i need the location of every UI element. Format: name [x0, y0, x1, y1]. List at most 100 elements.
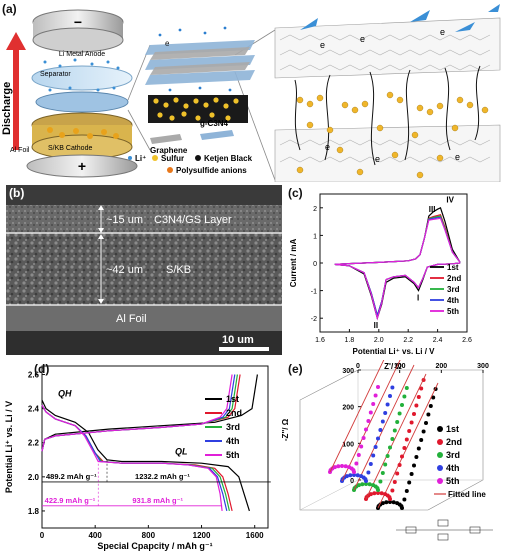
panel-c-label: (c) — [288, 186, 303, 200]
eis-fit-line-5 — [329, 346, 391, 473]
gcd-series-5-discharge — [41, 404, 223, 511]
eis-fit-line-1 — [377, 382, 439, 509]
cv-peak-II: II — [374, 321, 378, 330]
eis-tail-4-5 — [376, 436, 380, 441]
cv-legend-label-5: 5th — [447, 307, 459, 316]
panel-b: ~15 um C3N4/GS Layer ~42 um S/KB Al Foil… — [6, 185, 282, 355]
eis-xtick-label-0: 0 — [356, 363, 360, 370]
eis-series-3 — [352, 386, 409, 492]
al-foil-label: Al Foil — [10, 147, 30, 154]
electron-1: e — [320, 40, 325, 50]
eis-tail-1-8 — [419, 438, 424, 442]
eis-tail-5-2 — [356, 453, 361, 457]
eis-tail-1-12 — [428, 404, 433, 408]
eis-circuit-w — [469, 526, 481, 534]
eis-point-5-5 — [340, 464, 344, 468]
eis-point-5-4 — [336, 464, 341, 469]
cv-xlabel: Potential Li⁺ vs. Li / V — [352, 347, 435, 356]
gcd-qh-label: QH — [58, 389, 72, 399]
middle-zoom-graphic: e — [145, 26, 255, 123]
gcd-xlabel: Special Cpapcity / mAh g⁻¹ — [97, 541, 212, 551]
eis-series-1 — [376, 387, 438, 510]
eis-tail-3-5 — [388, 445, 392, 450]
eis-point-5-6 — [343, 464, 348, 469]
cv-ytick-label-0: -2 — [311, 316, 317, 323]
eis-tail-1-4 — [409, 472, 414, 476]
eis-tail-3-12 — [404, 386, 409, 390]
eis-legend-swatch-2 — [437, 439, 443, 445]
eis-point-2-3 — [368, 492, 373, 497]
eis-tail-5-4 — [361, 436, 366, 440]
cv-legend-label-3: 3rd — [447, 285, 460, 294]
scale-bar-label: 10 um — [222, 334, 254, 346]
cv-peak-III: III — [429, 205, 436, 214]
cv-ylabel: Current / mA — [289, 239, 298, 288]
panel-d: 0 400 800 1200 1600 1.8 2.0 2.2 2.4 2.6 Special Cp… — [0, 360, 275, 552]
gcd-cap-5th-l: 931.8 mAh g⁻¹ — [132, 496, 183, 505]
eis-tail-2-1 — [390, 488, 395, 493]
eis-legend-label-4: 4th — [446, 463, 460, 473]
gcd-ql-label: QL — [175, 447, 188, 457]
eis-tail-2-7 — [404, 437, 409, 442]
eis-ytick-label-3: 300 — [342, 368, 354, 375]
eis-tail-3-10 — [400, 403, 404, 407]
eis-tail-1-9 — [421, 429, 426, 434]
eis-tail-2-13 — [419, 386, 424, 391]
eis-point-4-10 — [364, 479, 368, 483]
eis-tail-2-9 — [409, 420, 414, 425]
legend-li-ion: Li⁺ — [135, 154, 146, 163]
gcd-plot-frame — [41, 365, 269, 529]
discharge-arrow — [6, 32, 26, 150]
cv-xtick-label-3: 2.2 — [403, 337, 413, 344]
cv-xtick-label-2: 2.0 — [374, 337, 384, 344]
gcd-legend-label-4: 4th — [226, 436, 240, 446]
eis-legend-label-5: 5th — [446, 476, 460, 486]
gcd-xtick-label-1: 400 — [88, 531, 102, 540]
legend-gc3n4: g-C3N4 — [200, 119, 229, 128]
eis-xlabel: Z'/ Ω — [384, 362, 402, 371]
eis-legend-label-2: 2nd — [446, 437, 462, 447]
eis-ytick-label-0: 0 — [350, 478, 354, 485]
eis-tail-1-2 — [404, 489, 409, 493]
eis-tail-3-3 — [383, 462, 388, 467]
sem-top-name: C3N4/GS Layer — [154, 214, 232, 226]
panel-d-label: (d) — [34, 362, 50, 376]
eis-tail-3-1 — [378, 479, 383, 484]
eis-tail-4-4 — [373, 445, 378, 449]
separator-label: Separator — [40, 71, 71, 78]
eis-legend-swatch-4 — [437, 465, 443, 471]
eis-series-5 — [328, 385, 380, 474]
sem-mid-name: S/KB — [166, 264, 191, 276]
cv-peak-I: I — [417, 293, 419, 302]
eis-tail-2-2 — [392, 480, 397, 484]
sem-al-name: Al Foil — [116, 313, 147, 325]
panel-e-label: (e) — [288, 362, 303, 376]
electron-3: e — [440, 27, 445, 37]
eis-point-4-5 — [352, 473, 356, 477]
cv-ytick-label-2: 0 — [313, 261, 317, 268]
gcd-ytick-label-1: 2.0 — [28, 473, 40, 482]
eis-tail-2-3 — [395, 471, 400, 476]
eis-tail-2-6 — [402, 446, 407, 450]
eis-tail-1-1 — [402, 497, 407, 502]
eis-tail-4-6 — [378, 428, 383, 432]
eis-equivalent-circuit — [396, 519, 493, 541]
eis-tail-3-7 — [392, 428, 397, 433]
eis-point-2-10 — [388, 497, 392, 501]
eis-tail-5-7 — [368, 410, 373, 415]
eis-legend-label-3: 3rd — [446, 450, 460, 460]
panel-a-legend: Graphene g-C3N4 Li⁺ Sulfur Ketjen Black … — [128, 119, 253, 175]
sem-image: ~15 um C3N4/GS Layer ~42 um S/KB Al Foil… — [6, 185, 282, 355]
eis-point-5-10 — [352, 470, 356, 474]
gcd-xtick-label-0: 0 — [40, 531, 45, 540]
eis-fit-line-2 — [365, 373, 427, 500]
panel-a-label: (a) — [2, 2, 17, 16]
eis-tail-5-1 — [354, 461, 359, 466]
eis-tail-1-3 — [407, 480, 412, 485]
eis-circuit-cpe — [437, 519, 449, 527]
gcd-ytick-label-2: 2.2 — [28, 439, 40, 448]
eis-tail-1-13 — [431, 395, 436, 400]
eis-tail-5-9 — [373, 393, 378, 398]
eis-series-4 — [340, 385, 395, 483]
eis-point-1-10 — [400, 506, 404, 510]
